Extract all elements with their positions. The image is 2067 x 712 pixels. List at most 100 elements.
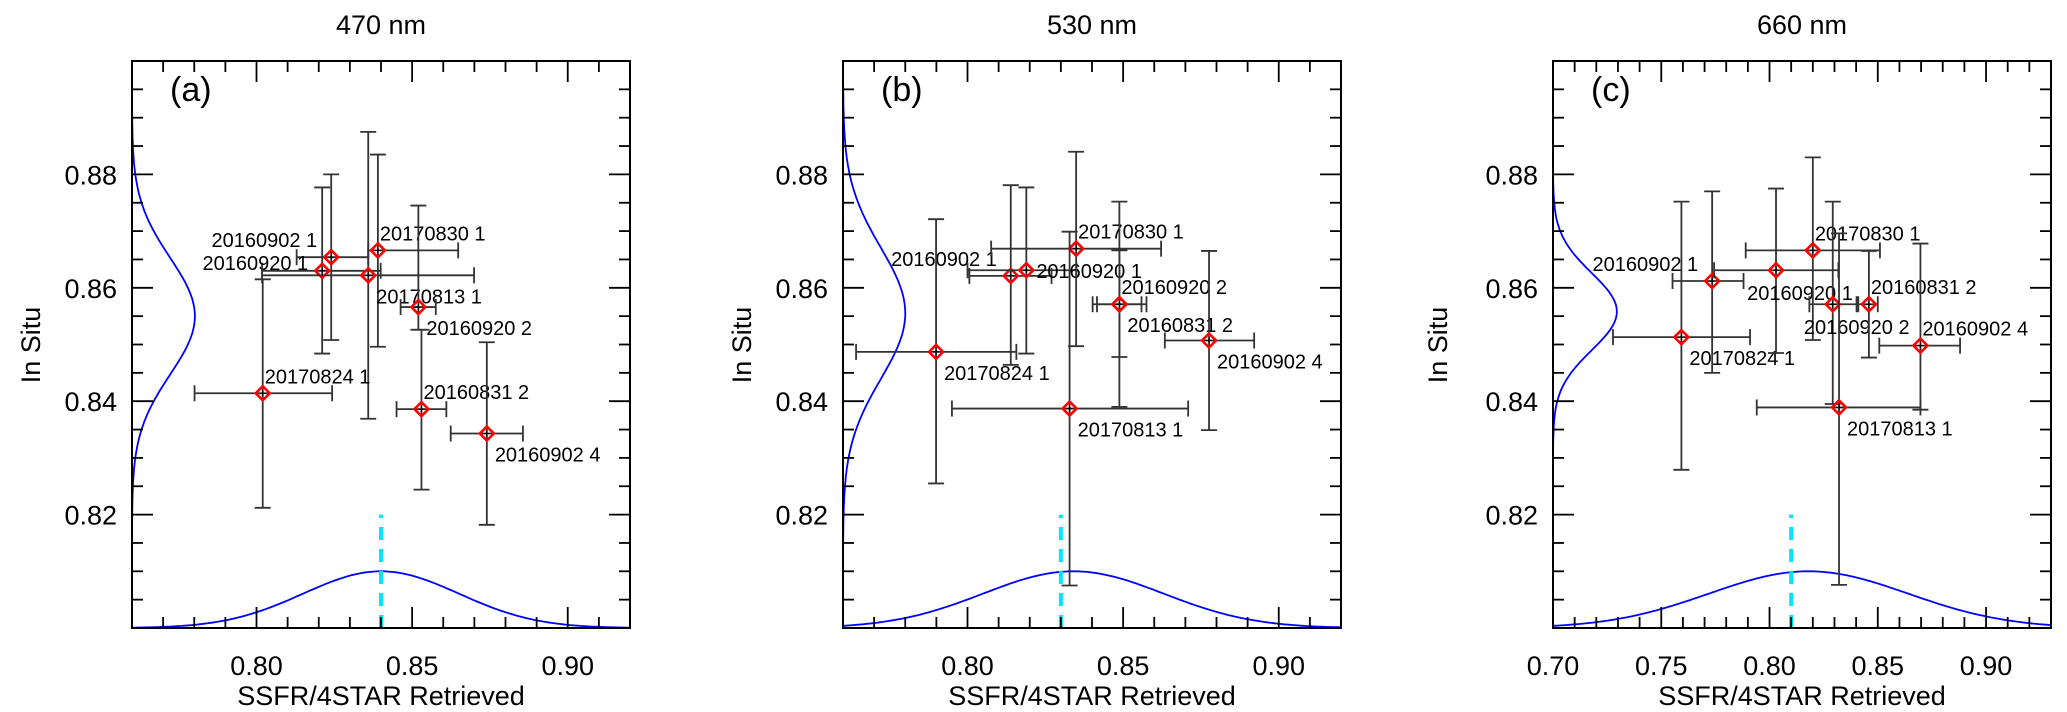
plus-marker [1073,245,1080,252]
x-axis-label: SSFR/4STAR Retrieved [948,681,1236,711]
data-point: 20160920 2 [1804,200,1910,405]
x-tick-label: 0.90 [541,651,594,681]
x-tick-label: 0.75 [1635,651,1688,681]
plus-marker [1829,301,1836,308]
y-axis-label: In Situ [727,307,757,384]
point-label: 20160902 4 [1217,352,1323,374]
x-tick-label: 0.90 [1960,651,2013,681]
data-point: 20160902 4 [1163,250,1323,432]
chart-title: 470 nm [336,10,426,40]
panel-c: 660 nm (c) 20160902 1 20170824 1 20160920 1 2… [1423,10,2052,711]
point-label: 20160920 1 [203,253,309,275]
diamond-marker [359,266,378,285]
y-tick-label: 0.84 [775,387,828,417]
plus-marker [1116,301,1123,308]
plot-frame [131,60,631,629]
data-point: 20170824 1 [855,218,1050,485]
plus-marker [1678,334,1685,341]
x-tick-label: 0.90 [1252,651,1305,681]
diamond-marker [409,298,428,316]
plus-marker [483,430,490,437]
y-tick-label: 0.88 [1485,160,1538,190]
plus-marker [1865,301,1872,308]
point-label: 20160902 4 [1922,319,2028,341]
point-label: 20160920 2 [426,318,532,340]
data-point: 20160920 1 [203,186,382,355]
diamond-marker [1110,295,1129,314]
diamond-marker [1200,331,1218,350]
diamond-marker [1767,261,1785,280]
data-point: 20160902 1 [891,184,1053,366]
x-tick-label: 0.80 [1743,651,1796,681]
point-label: 20160831 2 [1871,277,1977,299]
diamond-marker [369,241,387,260]
x-distribution-curve [1552,570,2052,627]
data-point: 20170824 1 [193,278,371,509]
diamond-marker [1911,336,1930,355]
point-label: 20170824 1 [265,366,371,388]
diamond-marker [927,343,945,361]
panel-label: (b) [881,71,923,109]
y-tick-label: 0.86 [1485,274,1538,304]
point-label: 20160920 1 [1747,283,1853,305]
data-point: 20160831 2 [395,328,529,491]
y-axis-label: In Situ [1423,307,1453,384]
data-point: 20170824 1 [1612,200,1795,471]
plus-marker [1023,267,1030,274]
x-axis-label: SSFR/4STAR Retrieved [237,681,525,711]
point-label: 20170830 1 [1078,222,1184,244]
data-point: 20170813 1 [1755,232,1953,586]
point-label: 20160902 4 [495,445,601,467]
diamond-marker [1067,239,1085,258]
panel-label: (a) [170,71,212,109]
plus-marker [328,254,335,261]
panel-label: (c) [1591,71,1631,109]
diamond-marker [1001,267,1020,285]
data-point: 20170830 1 [990,150,1184,348]
point-label: 20160920 1 [1036,261,1142,283]
point-label: 20170813 1 [376,286,482,308]
x-distribution-curve [842,570,1342,629]
plus-marker [365,272,372,279]
y-tick-label: 0.88 [64,160,117,190]
plus-marker [259,390,266,397]
point-label: 20160902 1 [891,249,997,271]
y-tick-label: 0.82 [775,501,828,531]
y-tick-label: 0.84 [1485,387,1538,417]
data-point: 20160920 1 [966,186,1142,355]
plot-frame [842,60,1342,629]
plus-marker [1773,267,1780,274]
chart-title: 530 nm [1047,10,1137,40]
diamond-marker [412,400,431,418]
x-tick-label: 0.85 [1852,651,1905,681]
plus-marker [1007,272,1014,279]
x-tick-label: 0.85 [1097,651,1150,681]
plus-marker [374,247,381,254]
data-point: 20160920 1 [1713,187,1853,354]
point-label: 20160920 2 [1121,277,1227,299]
data-point: 20160902 4 [1878,242,2028,411]
plus-marker [415,304,422,311]
plus-marker [1206,337,1213,344]
diamond-marker [1830,398,1848,417]
plus-marker [1066,405,1073,412]
diamond-marker [253,384,272,403]
plus-marker [933,348,940,355]
data-point: 20160902 4 [449,341,601,526]
y-tick-label: 0.88 [775,160,828,190]
diamond-marker [1017,261,1036,280]
plus-marker [1836,404,1843,411]
diamond-marker [1860,295,1878,314]
point-label: 20160831 2 [423,382,529,404]
point-label: 20170824 1 [944,363,1050,385]
point-label: 20170813 1 [1847,418,1953,440]
y-tick-label: 0.82 [64,501,117,531]
data-point: 20170830 1 [1744,156,1920,341]
point-label: 20170830 1 [380,223,486,245]
x-axis-label: SSFR/4STAR Retrieved [1658,681,1946,711]
point-label: 20170813 1 [1078,420,1184,442]
chart-title: 660 nm [1757,10,1847,40]
data-point: 20160902 1 [1592,190,1745,374]
